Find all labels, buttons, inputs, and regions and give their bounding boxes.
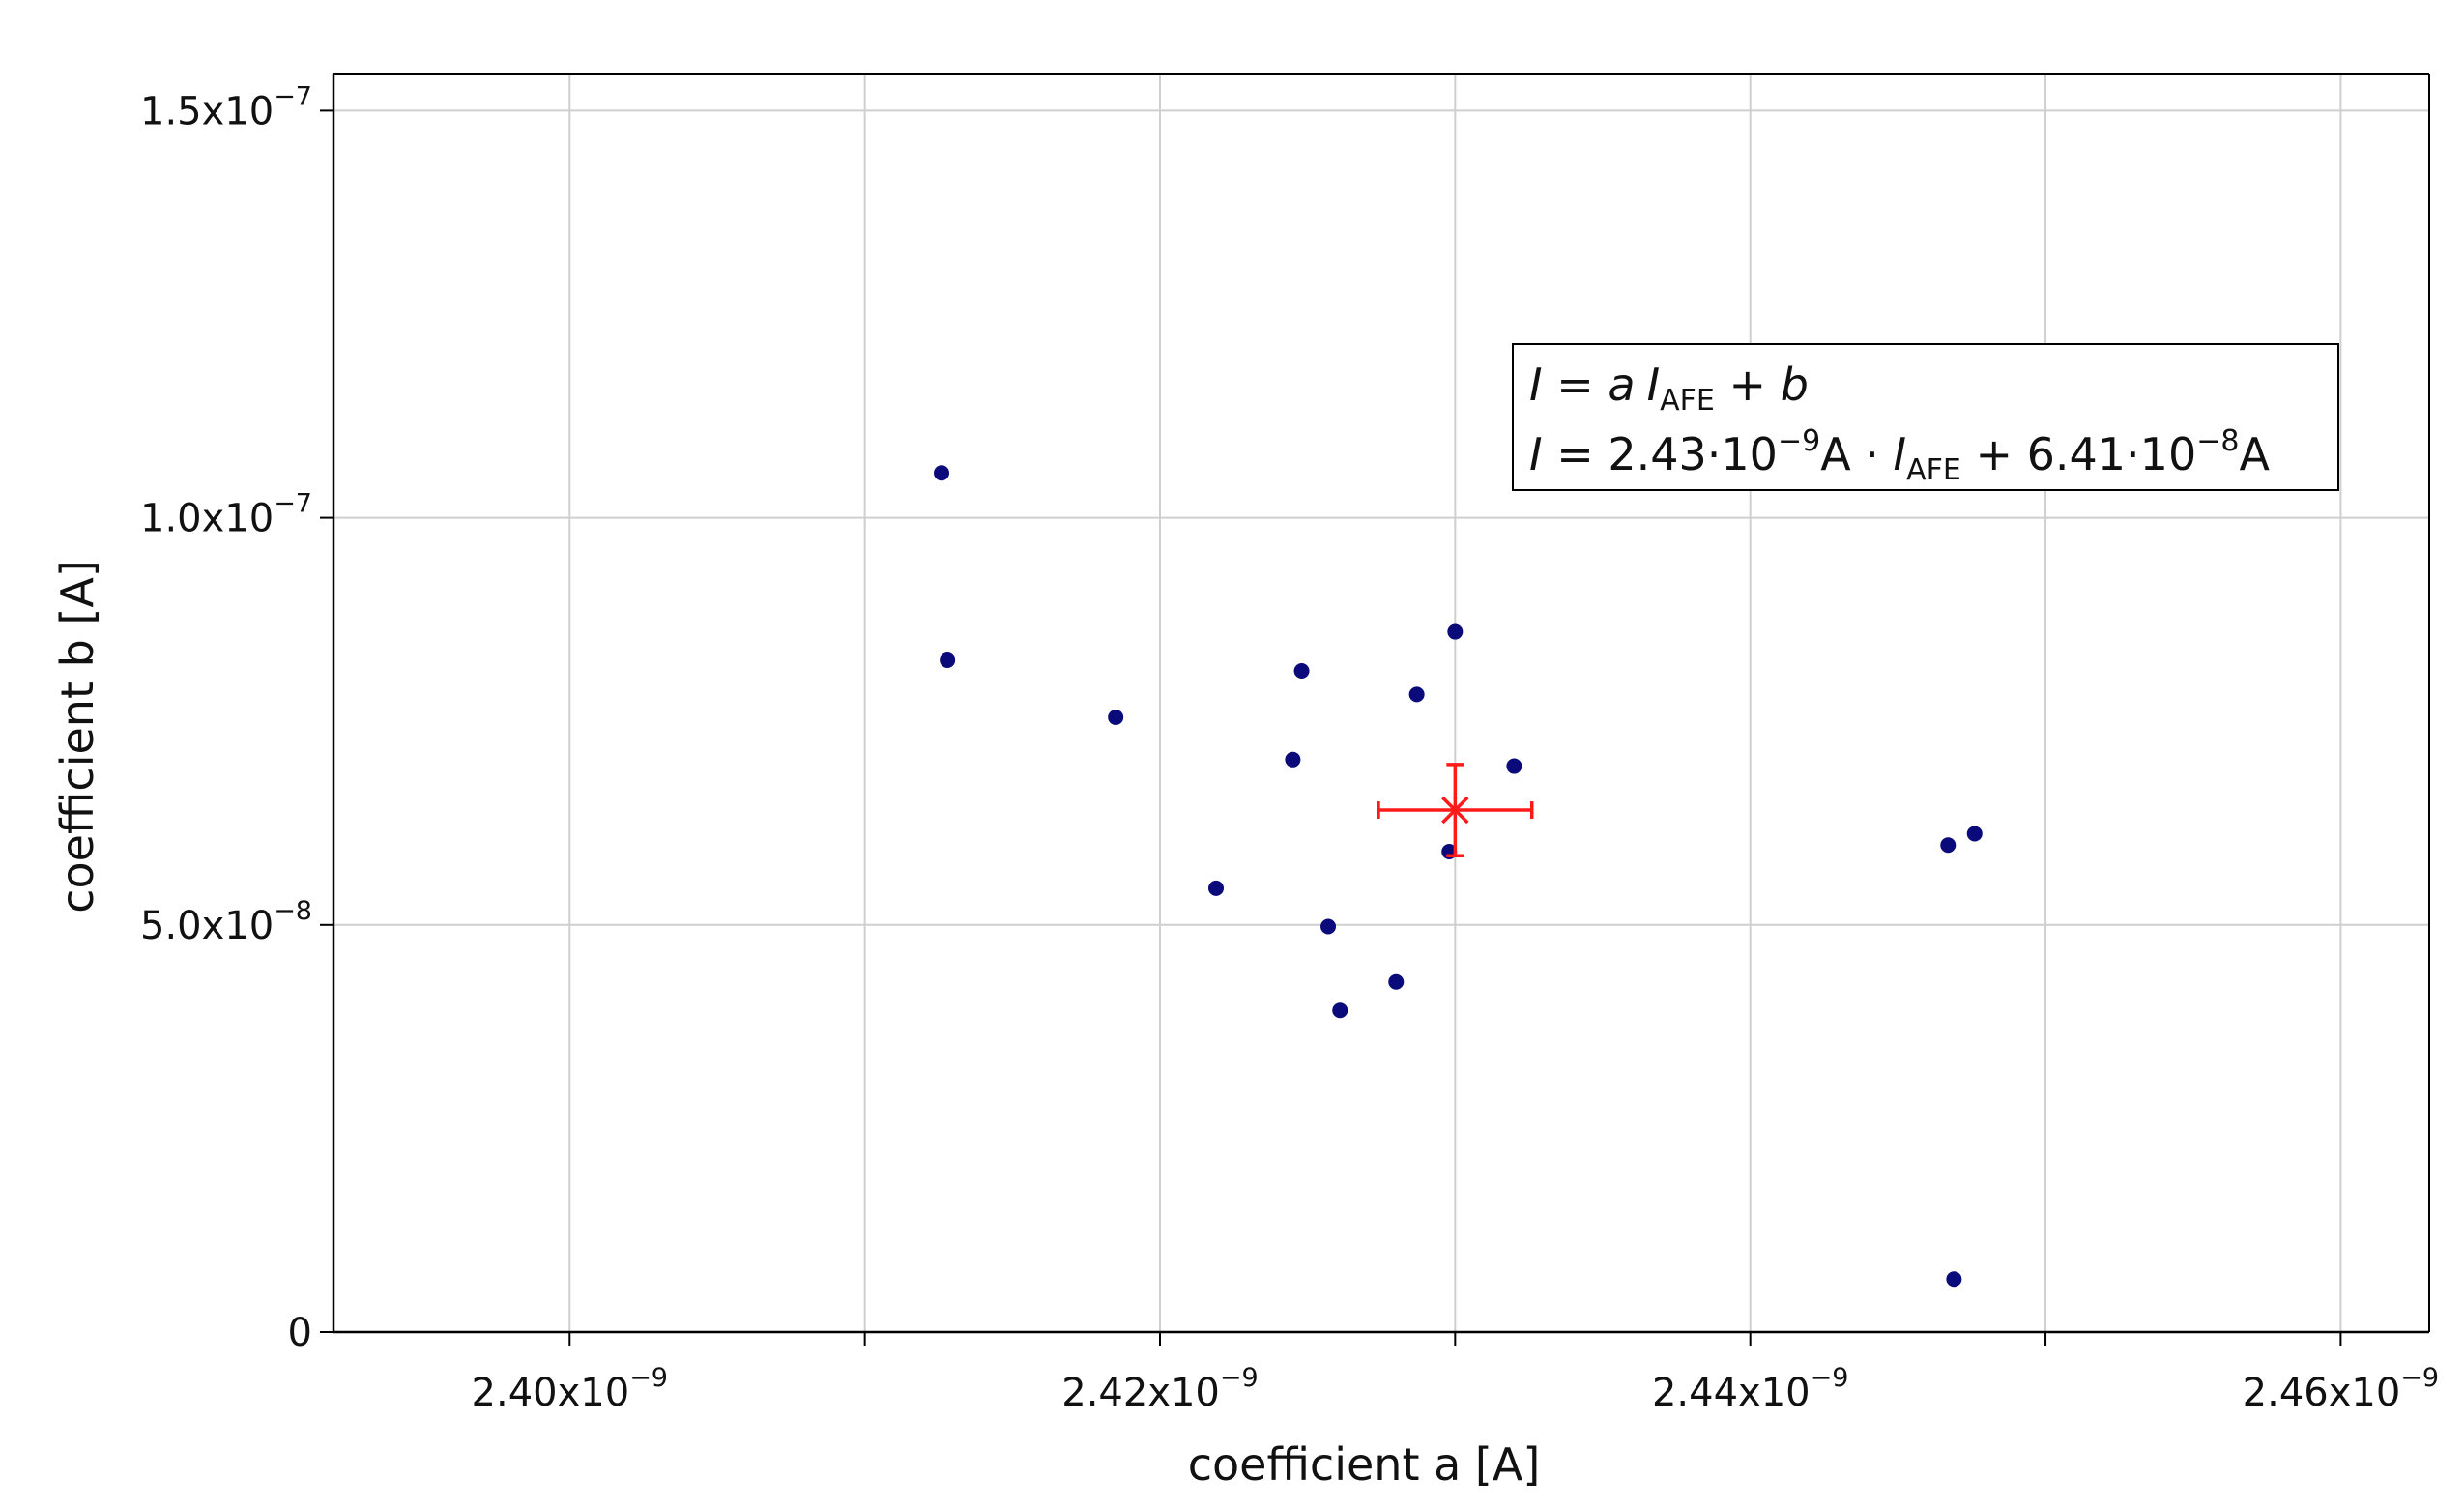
fit-result-marker bbox=[1377, 763, 1534, 857]
y-tick-label: 0 bbox=[288, 1311, 312, 1355]
data-point bbox=[1946, 1271, 1962, 1288]
data-point bbox=[934, 465, 950, 481]
data-point bbox=[1408, 686, 1425, 703]
y-tick-label: 1.0x10−7 bbox=[140, 489, 312, 541]
x-tick-label: 2.46x10−9 bbox=[2243, 1363, 2439, 1415]
data-point bbox=[1108, 709, 1124, 725]
data-point bbox=[1208, 880, 1225, 896]
legend-line-1: I = a IAFE + b bbox=[1529, 359, 1809, 418]
x-axis-title: coefficient a [A] bbox=[1188, 1438, 1541, 1491]
legend-box bbox=[1512, 343, 2339, 491]
data-point bbox=[1940, 837, 1957, 854]
data-point bbox=[1388, 973, 1405, 990]
plot-area bbox=[333, 74, 2429, 1332]
data-point bbox=[940, 652, 956, 669]
x-tick-label: 2.40x10−9 bbox=[472, 1363, 668, 1415]
data-point bbox=[1447, 624, 1464, 640]
data-point bbox=[1320, 918, 1337, 935]
grid-lines bbox=[333, 74, 2429, 1332]
legend: I = a IAFE + b I = 2.43·10−9A · IAFE + 6.… bbox=[1512, 343, 2339, 491]
y-tick-label: 5.0x10−8 bbox=[140, 896, 312, 948]
y-tick-label: 1.5x10−7 bbox=[140, 81, 312, 133]
x-tick-label: 2.44x10−9 bbox=[1652, 1363, 1848, 1415]
data-point bbox=[1332, 1002, 1348, 1019]
data-points bbox=[934, 465, 1983, 1288]
x-axis-ticks: 2.40x10−9 2.42x10−9 2.44x10−9 2.46x10−9 bbox=[472, 1332, 2439, 1415]
data-point bbox=[1293, 662, 1310, 679]
data-point bbox=[1506, 758, 1522, 774]
y-axis-ticks: 0 5.0x10−8 1.0x10−7 1.5x10−7 bbox=[140, 81, 333, 1355]
x-tick-label: 2.42x10−9 bbox=[1061, 1363, 1258, 1415]
axes bbox=[332, 73, 2430, 1334]
legend-line-2: I = 2.43·10−9A · IAFE + 6.41·10−8A bbox=[1529, 424, 2270, 487]
data-point bbox=[1966, 826, 1983, 842]
data-point bbox=[1285, 751, 1301, 768]
y-axis-title: coefficient b [A] bbox=[51, 560, 103, 914]
fit-cross-marker bbox=[1441, 796, 1469, 825]
